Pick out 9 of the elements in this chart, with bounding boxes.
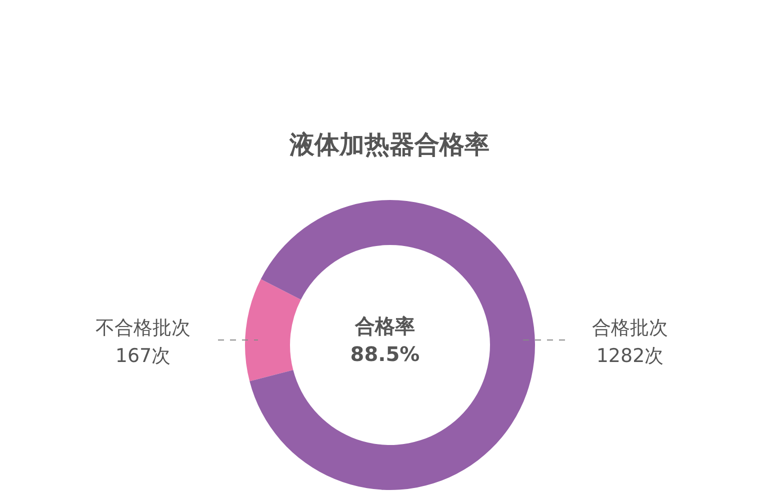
slice-label: 合格批次 xyxy=(592,317,668,339)
text: 88.5% xyxy=(349,341,421,368)
slice-label: 不合格批次 xyxy=(96,317,190,339)
text: 合格率 xyxy=(354,313,416,340)
donut-slice xyxy=(245,279,301,382)
chart-title: 液体加热器合格率 xyxy=(288,129,490,161)
donut-slice xyxy=(250,200,535,490)
data-label: 167次 xyxy=(115,345,171,367)
data-label: 1282次 xyxy=(596,345,664,367)
